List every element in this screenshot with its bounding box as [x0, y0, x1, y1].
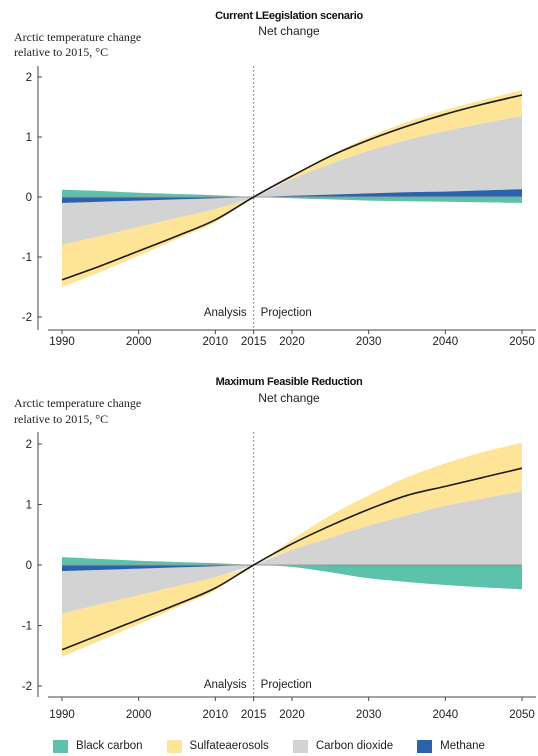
x-tick-label: 2040 — [433, 336, 459, 348]
x-tick-label: 2000 — [126, 709, 152, 721]
x-tick-label: 2015 — [241, 336, 267, 348]
annotation-analysis: Analysis — [204, 307, 247, 319]
line-net-change — [61, 94, 523, 281]
x-tick-label: 2015 — [241, 709, 267, 721]
annotation-projection: Projection — [261, 679, 312, 691]
plot-area: -2 -1 0 1 2 1990 2000 2010 2015 2020 2030 2040 2050 A… — [22, 66, 536, 348]
x-tick-label: 2020 — [279, 709, 305, 721]
figure: Current LEegislation scenario Net change… — [14, 10, 536, 721]
chart-subtitle: Net change — [258, 391, 320, 405]
legend-item-methane: Methane — [417, 739, 485, 753]
area-methane — [62, 189, 522, 203]
x-tick-label: 2040 — [433, 709, 459, 721]
x-tick-label: 2050 — [509, 709, 535, 721]
y-tick-label: -2 — [22, 681, 32, 693]
y-tick-label: 1 — [26, 132, 32, 144]
y-tick-label: 0 — [26, 560, 32, 572]
y-tick-label: -1 — [22, 252, 32, 264]
line-net-change — [61, 467, 523, 651]
x-tick-label: 2050 — [509, 336, 535, 348]
legend-label: Carbon dioxide — [315, 740, 394, 752]
annotation-projection: Projection — [261, 307, 312, 319]
area-methane — [62, 564, 522, 572]
y-axis-label-line-1: Arctic temperature change — [14, 30, 141, 44]
chart-subtitle: Net change — [258, 24, 320, 38]
legend-swatch — [417, 739, 433, 753]
legend-swatch — [292, 739, 308, 753]
legend-item-carbon-dioxide: Carbon dioxide — [292, 739, 394, 753]
legend-label: Black carbon — [76, 740, 143, 752]
x-tick-label: 2010 — [203, 336, 229, 348]
legend-label: Sulfateaerosols — [189, 740, 269, 752]
y-axis-label-line-2: relative to 2015, °C — [14, 45, 108, 59]
y-axis-label-line-2: relative to 2015, °C — [14, 412, 108, 426]
legend-label: Methane — [440, 740, 485, 752]
y-tick-label: -2 — [22, 312, 32, 324]
chart-title: Current LEegislation scenario — [215, 10, 363, 22]
legend: Black carbon Sulfateaerosols Carbon diox… — [0, 736, 538, 756]
y-tick-label: 2 — [26, 72, 32, 84]
legend-item-black-carbon: Black carbon — [53, 739, 143, 753]
x-tick-label: 2000 — [126, 336, 152, 348]
y-axis-label-line-1: Arctic temperature change — [14, 396, 141, 410]
legend-swatch — [53, 739, 69, 753]
annotation-analysis: Analysis — [204, 679, 247, 691]
y-tick-label: 0 — [26, 192, 32, 204]
area-sulfate-aerosols — [62, 90, 522, 287]
x-tick-label: 2010 — [203, 709, 229, 721]
x-tick-label: 2030 — [356, 709, 382, 721]
area-black-carbon — [62, 189, 522, 203]
x-tick-label: 1990 — [49, 709, 75, 721]
y-tick-label: 1 — [26, 500, 32, 512]
y-tick-label: -1 — [22, 621, 32, 633]
area-sulfate-aerosols — [62, 442, 522, 657]
x-tick-label: 1990 — [49, 336, 75, 348]
x-tick-label: 2020 — [279, 336, 305, 348]
area-carbon-dioxide — [62, 491, 522, 614]
x-tick-label: 2030 — [356, 336, 382, 348]
plot-area: -2 -1 0 1 2 1990 2000 2010 2015 2020 2030 2040 2050 A… — [22, 432, 536, 721]
area-carbon-dioxide — [62, 116, 522, 245]
y-tick-label: 2 — [26, 439, 32, 451]
chart-title: Maximum Feasible Reduction — [216, 376, 363, 388]
legend-swatch — [166, 739, 182, 753]
legend-item-sulfate-aerosols: Sulfateaerosols — [166, 739, 269, 753]
